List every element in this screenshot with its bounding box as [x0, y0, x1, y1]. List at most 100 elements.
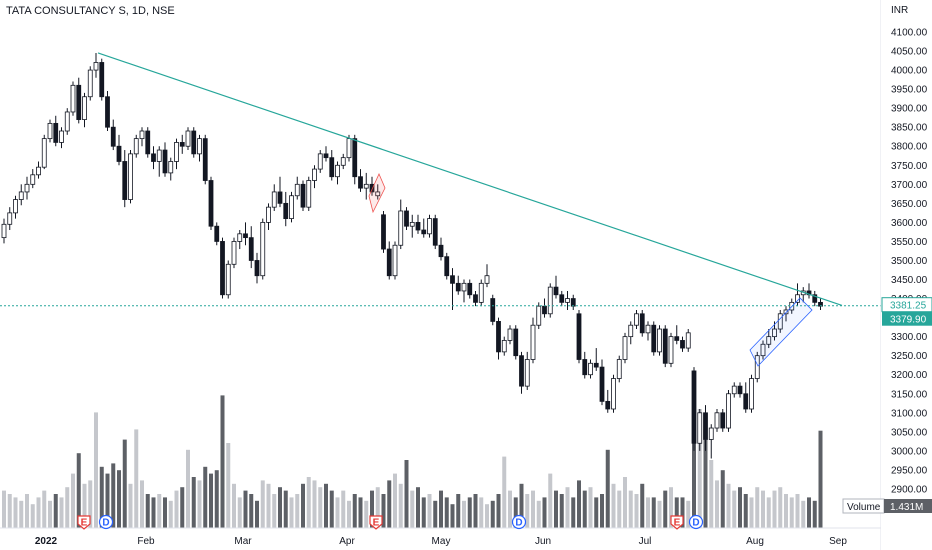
volume-bar	[807, 497, 811, 528]
volume-bar	[531, 490, 535, 528]
candle-body	[105, 96, 110, 128]
volume-bar	[778, 487, 783, 528]
dividend-marker[interactable]: D	[98, 514, 114, 530]
volume-bar	[634, 494, 639, 528]
price-axis[interactable]: 4100.00 4050.00 4000.00 3950.00 3900.00 3850.…	[891, 28, 928, 515]
time-tick-label: Jun	[535, 536, 551, 547]
earnings-marker[interactable]: E	[369, 515, 383, 530]
candle-body	[87, 69, 93, 98]
candle-body	[156, 149, 162, 162]
candle-body	[312, 168, 317, 181]
price-tick-label: 3550.00	[891, 237, 928, 248]
candle-body	[197, 138, 202, 155]
dividend-badge	[511, 514, 527, 530]
time-axis[interactable]: 2022 Feb Mar Apr May Jun Jul Aug Sep	[35, 536, 847, 547]
candle-body	[260, 221, 266, 277]
volume-bar	[617, 490, 622, 528]
price-tick-label: 4100.00	[891, 28, 928, 39]
candle-body	[524, 359, 530, 387]
volume-bar	[703, 439, 708, 528]
candle-body	[616, 359, 622, 379]
earnings-marker[interactable]: E	[77, 515, 91, 530]
price-tick-label: 2900.00	[891, 484, 928, 495]
candle-body	[82, 96, 87, 120]
candle-body	[697, 412, 703, 444]
candle-body	[611, 378, 616, 410]
volume-bar	[387, 480, 392, 528]
volume-bar	[364, 500, 369, 528]
candle-body	[294, 183, 300, 197]
volume-bar	[352, 494, 357, 528]
volume-bar	[197, 480, 202, 528]
candle-body	[432, 218, 438, 246]
volume-bar	[381, 494, 386, 528]
candle-body	[93, 62, 99, 71]
price-tick-label: 3750.00	[891, 161, 928, 172]
volume-bar	[375, 487, 380, 528]
price-tick-label: 3850.00	[891, 123, 928, 134]
candle-body	[760, 343, 766, 357]
volume-bar	[554, 490, 558, 528]
volume-bar	[7, 494, 12, 528]
price-tags: 3381.25 3379.90 Volume 1.431M	[842, 297, 932, 514]
volume-bar	[82, 483, 87, 528]
candle-body	[168, 161, 174, 174]
candle-body	[300, 183, 306, 208]
earnings-badge	[369, 515, 383, 530]
volume-bar	[726, 483, 731, 528]
price-tick-label: 3150.00	[891, 389, 928, 400]
dividend-marker[interactable]: D	[688, 514, 704, 530]
last-price-tag: 3379.90	[890, 315, 927, 326]
candle-body	[225, 263, 231, 296]
volume-bar	[2, 490, 6, 528]
candle-body	[18, 191, 24, 200]
candle-body	[714, 412, 720, 429]
candle-body	[588, 362, 593, 376]
volume-bar	[427, 494, 432, 528]
candle-body	[243, 233, 248, 239]
candle-body	[381, 214, 386, 250]
bear-flag-pattern[interactable]	[368, 173, 386, 214]
time-tick-label: Mar	[234, 536, 252, 547]
volume-bar	[341, 490, 346, 528]
candle-body	[329, 157, 335, 178]
volume-bar	[732, 490, 737, 528]
price-tick-label: 3900.00	[891, 104, 928, 115]
volume-bar	[755, 487, 760, 528]
candle-body	[519, 355, 524, 387]
candle-body	[467, 282, 473, 296]
volume-bar	[784, 494, 788, 528]
candle-body	[375, 191, 381, 197]
volume-bar	[25, 494, 29, 528]
trendline[interactable]	[97, 52, 843, 306]
candle-body	[254, 260, 260, 277]
volume-bar	[565, 487, 570, 528]
volume-bar	[548, 473, 553, 528]
candle-body	[392, 244, 398, 277]
volume-bar	[795, 494, 800, 528]
volume-bar	[479, 497, 484, 528]
candle-body	[726, 393, 731, 429]
volume-bar	[697, 409, 702, 528]
price-tick-label: 4000.00	[891, 66, 928, 77]
volume-bar	[473, 494, 478, 528]
earnings-marker[interactable]: E	[670, 515, 684, 530]
volume-bar	[588, 487, 593, 528]
candle-body	[628, 324, 634, 338]
candle-body	[358, 176, 363, 189]
volume-bar	[582, 490, 587, 528]
event-marker-label: E	[674, 518, 681, 529]
price-tick-label: 3000.00	[891, 446, 928, 457]
dividend-marker[interactable]: D	[511, 514, 527, 530]
price-tick-label: 3050.00	[891, 427, 928, 438]
volume-bar	[496, 494, 501, 528]
candle-body	[110, 126, 116, 147]
volume-bar	[761, 490, 765, 528]
candle-body	[415, 221, 421, 231]
rising-channel-pattern[interactable]	[749, 297, 813, 367]
candle-body	[651, 324, 657, 353]
candle-body	[553, 286, 559, 296]
candle-body	[237, 233, 243, 242]
